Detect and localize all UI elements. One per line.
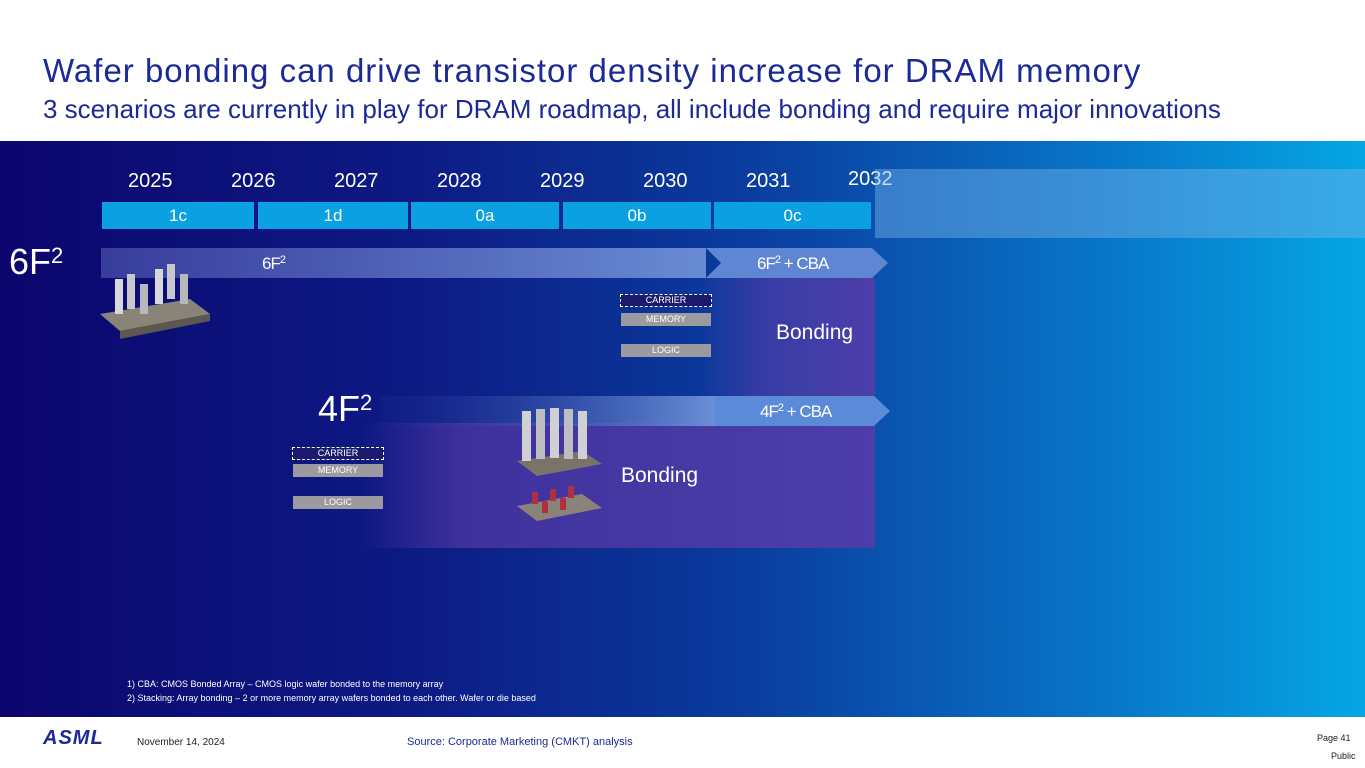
memory-layer: MEMORY (621, 313, 711, 326)
node-1d: 1d (258, 202, 408, 229)
year-label: 2029 (540, 170, 585, 192)
year-label: 2025 (128, 170, 173, 192)
node-0b: 0b (563, 202, 711, 229)
bar-label-6f2: 6F2 (262, 254, 286, 273)
stack-diagram-6f2: CARRIER MEMORY LOGIC (620, 294, 712, 358)
footer-source: Source: Corporate Marketing (CMKT) analy… (407, 736, 633, 748)
bar-label-6f2-cba: 6F2 + CBA (757, 254, 829, 273)
footer-date: November 14, 2024 (137, 737, 225, 748)
year-label: 2027 (334, 170, 379, 192)
bar-label-4f2-cba: 4F2 + CBA (760, 402, 832, 421)
classification: Public (1331, 751, 1356, 761)
transistor-6f2-illustration (100, 264, 210, 339)
node-0c: 0c (714, 202, 871, 229)
track-arrow-4f2-cba (715, 396, 890, 426)
carrier-layer: CARRIER (620, 294, 712, 307)
carrier-layer: CARRIER (292, 447, 384, 460)
year-label: 2032 (848, 168, 893, 190)
bonding-label-6f2: Bonding (776, 321, 854, 344)
logic-layer: LOGIC (293, 496, 383, 509)
page-title: Wafer bonding can drive transistor densi… (43, 52, 1142, 89)
track-arrow-6f2-cba (706, 248, 888, 278)
asml-logo: ASML (43, 727, 104, 749)
year-label: 2030 (643, 170, 688, 192)
bonding-region-4f2 (360, 423, 875, 548)
track-label-6f2: 6F2 (9, 241, 64, 282)
year-label: 2026 (231, 170, 276, 192)
track-label-4f2: 4F2 (318, 388, 373, 429)
year-label: 2028 (437, 170, 482, 192)
page-subtitle: 3 scenarios are currently in play for DR… (43, 94, 1221, 124)
year-label: 2031 (746, 170, 791, 192)
roadmap-panel: 2025 2026 2027 2028 2029 2030 2031 2032 … (0, 141, 1365, 717)
logic-layer: LOGIC (621, 344, 711, 357)
bonding-region-6f2 (700, 278, 875, 408)
node-0a: 0a (411, 202, 559, 229)
bonding-regions (101, 248, 890, 548)
bonding-label-4f2: Bonding (621, 464, 699, 487)
node-1c: 1c (102, 202, 254, 229)
footnote-1: 1) CBA: CMOS Bonded Array – CMOS logic w… (127, 679, 444, 689)
track-bar-4f2 (380, 396, 715, 426)
memory-layer: MEMORY (293, 464, 383, 477)
future-haze (875, 169, 1365, 238)
transistor-4f2-illustration (517, 408, 602, 521)
stack-diagram-4f2: CARRIER MEMORY LOGIC (292, 447, 384, 511)
page-number: Page 41 (1317, 733, 1351, 743)
footnote-2: 2) Stacking: Array bonding – 2 or more m… (127, 693, 536, 703)
track-bar-6f2 (101, 248, 706, 278)
